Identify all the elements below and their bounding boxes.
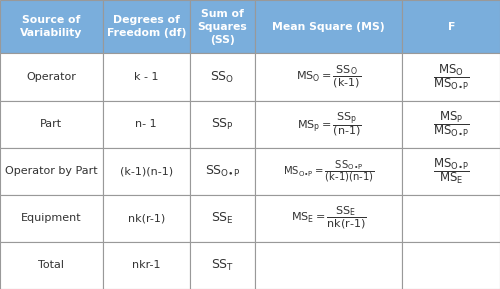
FancyBboxPatch shape: [402, 242, 500, 289]
FancyBboxPatch shape: [0, 242, 102, 289]
Text: Total: Total: [38, 260, 64, 271]
FancyBboxPatch shape: [190, 101, 255, 148]
FancyBboxPatch shape: [190, 148, 255, 195]
Text: Degrees of
Freedom (df): Degrees of Freedom (df): [106, 15, 186, 38]
Text: Operator by Part: Operator by Part: [5, 166, 98, 176]
FancyBboxPatch shape: [402, 53, 500, 101]
FancyBboxPatch shape: [255, 53, 402, 101]
Text: k - 1: k - 1: [134, 72, 158, 82]
FancyBboxPatch shape: [0, 0, 102, 53]
FancyBboxPatch shape: [0, 195, 102, 242]
FancyBboxPatch shape: [102, 148, 190, 195]
FancyBboxPatch shape: [190, 0, 255, 53]
FancyBboxPatch shape: [402, 101, 500, 148]
FancyBboxPatch shape: [102, 53, 190, 101]
FancyBboxPatch shape: [255, 0, 402, 53]
Text: $\mathsf{SS_T}$: $\mathsf{SS_T}$: [211, 258, 234, 273]
FancyBboxPatch shape: [255, 148, 402, 195]
FancyBboxPatch shape: [190, 53, 255, 101]
FancyBboxPatch shape: [0, 53, 102, 101]
FancyBboxPatch shape: [255, 242, 402, 289]
Text: nkr-1: nkr-1: [132, 260, 160, 271]
Text: Operator: Operator: [26, 72, 76, 82]
FancyBboxPatch shape: [255, 195, 402, 242]
Text: $\mathsf{MS_{O{\bullet}P}{=}\dfrac{SS_{O{\bullet}P}}{(k\text{-}1)(n\text{-}1)}}$: $\mathsf{MS_{O{\bullet}P}{=}\dfrac{SS_{O…: [283, 158, 374, 184]
Text: $\mathsf{MS_p{=}\dfrac{SS_p}{(n\text{-}1)}}$: $\mathsf{MS_p{=}\dfrac{SS_p}{(n\text{-}1…: [296, 110, 361, 138]
Text: $\mathsf{SS_P}$: $\mathsf{SS_P}$: [211, 116, 234, 132]
Text: $\mathsf{\dfrac{MS_{O{\bullet}P}}{MS_E}}$: $\mathsf{\dfrac{MS_{O{\bullet}P}}{MS_E}}…: [433, 156, 470, 186]
FancyBboxPatch shape: [102, 101, 190, 148]
FancyBboxPatch shape: [0, 148, 102, 195]
Text: F: F: [448, 22, 455, 32]
Text: (k-1)(n-1): (k-1)(n-1): [120, 166, 173, 176]
FancyBboxPatch shape: [255, 101, 402, 148]
Text: Equipment: Equipment: [21, 213, 82, 223]
Text: Part: Part: [40, 119, 62, 129]
Text: Source of
Variability: Source of Variability: [20, 15, 82, 38]
FancyBboxPatch shape: [0, 101, 102, 148]
FancyBboxPatch shape: [402, 0, 500, 53]
Text: $\mathsf{\dfrac{MS_P}{MS_{O{\bullet}P}}}$: $\mathsf{\dfrac{MS_P}{MS_{O{\bullet}P}}}…: [433, 109, 470, 139]
Text: $\mathsf{SS_O}$: $\mathsf{SS_O}$: [210, 69, 234, 85]
Text: nk(r-1): nk(r-1): [128, 213, 165, 223]
FancyBboxPatch shape: [102, 242, 190, 289]
Text: n- 1: n- 1: [136, 119, 157, 129]
FancyBboxPatch shape: [190, 195, 255, 242]
FancyBboxPatch shape: [402, 195, 500, 242]
FancyBboxPatch shape: [190, 242, 255, 289]
Text: $\mathsf{\dfrac{MS_O}{MS_{O{\bullet}P}}}$: $\mathsf{\dfrac{MS_O}{MS_{O{\bullet}P}}}…: [433, 62, 470, 92]
Text: $\mathsf{MS_O{=}\dfrac{SS_O}{(k\text{-}1)}}$: $\mathsf{MS_O{=}\dfrac{SS_O}{(k\text{-}1…: [296, 64, 362, 90]
Text: Sum of
Squares
(SS): Sum of Squares (SS): [198, 9, 248, 45]
FancyBboxPatch shape: [102, 195, 190, 242]
FancyBboxPatch shape: [402, 148, 500, 195]
Text: $\mathsf{SS_E}$: $\mathsf{SS_E}$: [211, 211, 234, 226]
Text: $\mathsf{SS_{O{\bullet}P}}$: $\mathsf{SS_{O{\bullet}P}}$: [205, 164, 240, 179]
FancyBboxPatch shape: [102, 0, 190, 53]
Text: $\mathsf{MS_E{=}\dfrac{SS_E}{nk(r\text{-}1)}}$: $\mathsf{MS_E{=}\dfrac{SS_E}{nk(r\text{-…: [291, 205, 366, 231]
Text: Mean Square (MS): Mean Square (MS): [272, 22, 385, 32]
